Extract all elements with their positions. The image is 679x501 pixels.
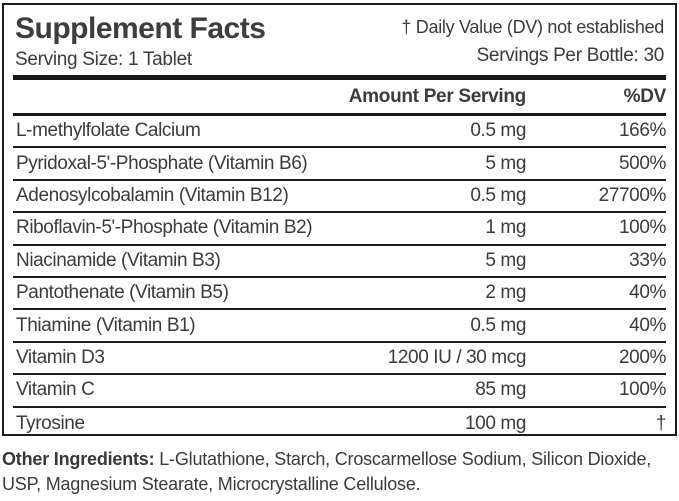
other-ingredients-label: Other Ingredients: (2, 449, 155, 469)
nutrient-name: Vitamin C (16, 379, 95, 401)
nutrient-name: Pyridoxal-5'-Phosphate (Vitamin B6) (16, 152, 308, 174)
nutrient-row: Niacinamide (Vitamin B3) 5 mg 33% (13, 246, 666, 278)
label-title: Supplement Facts (15, 12, 266, 45)
nutrient-amount: 1 mg (485, 217, 526, 239)
nutrient-name: Vitamin D3 (16, 346, 105, 368)
nutrient-dv: 27700% (598, 184, 667, 206)
column-header-percent-dv: %DV (623, 85, 667, 107)
nutrient-dv: 40% (629, 282, 666, 304)
nutrient-row: Pantothenate (Vitamin B5) 2 mg 40% (13, 278, 666, 311)
nutrient-name: Niacinamide (Vitamin B3) (16, 249, 221, 271)
nutrient-dv: 166% (619, 120, 666, 142)
table-column-header: Amount Per Serving %DV (13, 80, 666, 116)
nutrient-name: Pantothenate (Vitamin B5) (16, 282, 229, 304)
nutrient-row: Adenosylcobalamin (Vitamin B12) 0.5 mg 2… (13, 181, 667, 214)
nutrient-name: Adenosylcobalamin (Vitamin B12) (16, 184, 289, 206)
serving-size-text: Serving Size: 1 Tablet (15, 49, 192, 70)
nutrient-amount: 0.5 mg (470, 314, 526, 336)
nutrient-name: Riboflavin-5'-Phosphate (Vitamin B2) (16, 217, 313, 239)
nutrient-dv: 40% (629, 314, 666, 336)
nutrient-amount: 1200 IU / 30 mcg (387, 346, 527, 368)
nutrient-dv: † (655, 412, 667, 434)
servings-per-bottle-text: Servings Per Bottle: 30 (476, 45, 665, 66)
nutrient-dv: 100% (619, 379, 666, 401)
nutrient-name: Tyrosine (16, 412, 85, 434)
nutrient-amount: 0.5 mg (470, 120, 526, 142)
label-header-right: † Daily Value (DV) not established Servi… (401, 10, 664, 70)
other-ingredients: Other Ingredients: L-Glutathione, Starch… (2, 447, 676, 497)
nutrient-row: Riboflavin-5'-Phosphate (Vitamin B2) 1 m… (13, 213, 666, 246)
nutrient-amount: 5 mg (485, 249, 526, 271)
nutrient-amount: 0.5 mg (470, 184, 526, 206)
supplement-facts-box: Supplement Facts Serving Size: 1 Tablet … (2, 3, 677, 436)
label-header-left: Supplement Facts Serving Size: 1 Tablet (15, 10, 266, 72)
nutrient-dv: 33% (629, 249, 666, 271)
column-header-amount-per-serving: Amount Per Serving (348, 85, 527, 107)
nutrient-table: L-methylfolate Calcium 0.5 mg 166% Pyrid… (13, 116, 666, 440)
nutrient-dv: 100% (619, 217, 666, 239)
thick-divider (13, 75, 666, 80)
other-ingredients-text: L-Glutathione, Starch, Croscarmellose So… (2, 449, 652, 494)
nutrient-row: Vitamin C 85 mg 100% (13, 375, 666, 408)
nutrient-amount: 100 mg (465, 412, 526, 434)
nutrient-row: Vitamin D3 1200 IU / 30 mcg 200% (13, 343, 666, 376)
nutrient-row: Thiamine (Vitamin B1) 0.5 mg 40% (13, 310, 666, 343)
nutrient-name: Thiamine (Vitamin B1) (16, 314, 196, 336)
nutrient-row: Pyridoxal-5'-Phosphate (Vitamin B6) 5 mg… (13, 148, 666, 181)
nutrient-row: Tyrosine 100 mg † (13, 408, 666, 440)
nutrient-amount: 5 mg (485, 152, 526, 174)
nutrient-amount: 2 mg (485, 282, 526, 304)
daily-value-note: † Daily Value (DV) not established (401, 17, 664, 37)
nutrient-dv: 500% (619, 152, 666, 174)
label-header: Supplement Facts Serving Size: 1 Tablet … (13, 7, 666, 72)
nutrient-dv: 200% (619, 346, 666, 368)
nutrient-amount: 85 mg (475, 379, 526, 401)
nutrient-name: L-methylfolate Calcium (16, 120, 201, 142)
nutrient-row: L-methylfolate Calcium 0.5 mg 166% (13, 116, 666, 149)
